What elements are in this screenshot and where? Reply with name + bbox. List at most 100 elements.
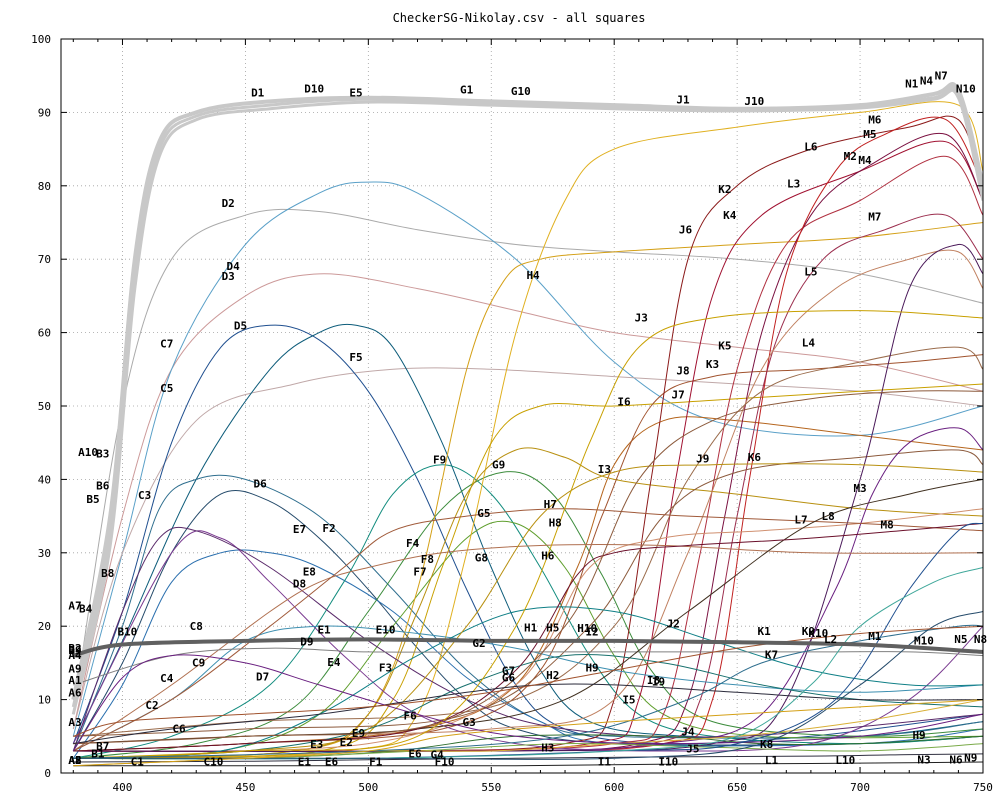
patch-label: N8 bbox=[974, 633, 987, 646]
patch-label: M2 bbox=[844, 150, 857, 163]
patch-label: B6 bbox=[96, 480, 110, 493]
patch-label: M1 bbox=[868, 630, 882, 643]
series-line-a3 bbox=[73, 625, 983, 737]
patch-label: H9 bbox=[585, 662, 598, 675]
patch-label: H6 bbox=[541, 549, 555, 562]
patch-label: J5 bbox=[686, 742, 699, 755]
y-tick-label: 80 bbox=[38, 180, 51, 193]
patch-label: M4 bbox=[858, 154, 872, 167]
patch-label: E9 bbox=[352, 727, 365, 740]
patch-label: K1 bbox=[758, 625, 772, 638]
series-line-b8 bbox=[72, 549, 983, 759]
patch-label: A7 bbox=[68, 599, 81, 612]
series-line-h8 bbox=[73, 508, 983, 752]
patch-label: E6 bbox=[408, 748, 422, 761]
patch-label: M8 bbox=[880, 519, 893, 532]
y-tick-label: 20 bbox=[38, 620, 51, 633]
patch-label: E1 bbox=[298, 756, 312, 769]
patch-label: K6 bbox=[748, 451, 762, 464]
series-line-k2 bbox=[73, 140, 983, 753]
patch-label: K8 bbox=[760, 738, 773, 751]
patch-label: C8 bbox=[190, 620, 203, 633]
patch-label: D2 bbox=[222, 197, 235, 210]
patch-label: A5 bbox=[68, 754, 81, 767]
patch-label: N6 bbox=[949, 753, 963, 766]
label-layer: D1 D10 E5 G1 G10 J1 J10 N1 N4 N7 N10 M6 M5 L6 M2 M4 L3 K2… bbox=[68, 69, 987, 768]
patch-label: M7 bbox=[868, 210, 881, 223]
patch-label: B7 bbox=[96, 740, 109, 753]
patch-label: C10 bbox=[203, 756, 223, 769]
patch-label: G6 bbox=[502, 671, 516, 684]
patch-label: L5 bbox=[804, 265, 817, 278]
x-tick-label: 550 bbox=[481, 781, 501, 794]
series-layer bbox=[71, 82, 983, 767]
patch-label: I3 bbox=[598, 463, 611, 476]
patch-label: M10 bbox=[914, 635, 934, 648]
series-line-b10 bbox=[72, 654, 983, 752]
patch-label: K9 bbox=[802, 625, 815, 638]
patch-label: J8 bbox=[676, 364, 689, 377]
patch-label: C7 bbox=[160, 337, 173, 350]
patch-label: M6 bbox=[868, 113, 882, 126]
series-line-j1-yellow bbox=[73, 101, 983, 759]
patch-label: E8 bbox=[303, 566, 316, 579]
patch-label: J7 bbox=[672, 389, 685, 402]
series-line-f9 bbox=[73, 464, 983, 759]
patch-label: N4 bbox=[920, 75, 934, 88]
patch-label: D10 bbox=[304, 83, 324, 96]
patch-label: B9 bbox=[68, 644, 81, 657]
patch-label: C2 bbox=[145, 699, 158, 712]
patch-label: G9 bbox=[492, 458, 505, 471]
patch-label: H9 bbox=[912, 729, 925, 742]
patch-label: J2 bbox=[667, 618, 680, 631]
patch-label: C5 bbox=[160, 382, 173, 395]
series-line-m2 bbox=[73, 132, 983, 753]
patch-label: E2 bbox=[340, 736, 353, 749]
series-line-b6 bbox=[72, 474, 983, 752]
patch-label: F7 bbox=[413, 566, 426, 579]
patch-label: A4 bbox=[68, 649, 82, 662]
patch-label: G7 bbox=[502, 665, 515, 678]
patch-label: H5 bbox=[546, 621, 559, 634]
patch-label: F5 bbox=[349, 351, 362, 364]
patch-label: G10 bbox=[511, 85, 531, 98]
series-line-c3 bbox=[72, 490, 983, 752]
x-tick-label: 450 bbox=[235, 781, 255, 794]
patch-label: G3 bbox=[463, 716, 476, 729]
patch-label: H3 bbox=[541, 742, 554, 755]
patch-label: A10 bbox=[78, 446, 98, 459]
patch-label: J9 bbox=[696, 453, 709, 466]
patch-label: L1 bbox=[765, 754, 779, 767]
patch-label: B10 bbox=[117, 626, 137, 639]
patch-label: D5 bbox=[234, 320, 247, 333]
patch-label: I8 bbox=[647, 674, 660, 687]
patch-label: D3 bbox=[222, 270, 235, 283]
patch-label: G5 bbox=[477, 507, 490, 520]
patch-label: I9 bbox=[652, 676, 665, 689]
y-tick-label: 100 bbox=[31, 33, 51, 46]
patch-label: L2 bbox=[824, 633, 837, 646]
patch-label: J3 bbox=[635, 312, 648, 325]
series-line-e7 bbox=[73, 508, 983, 752]
axis-layer: 400 450 500 550 600 650 700 750 0 10 20 30 40 50 60 70 8… bbox=[31, 33, 993, 794]
series-line-j9 bbox=[73, 463, 983, 759]
x-tick-label: 400 bbox=[113, 781, 133, 794]
series-line-j3 bbox=[73, 310, 983, 759]
series-line-m7 bbox=[73, 243, 983, 753]
patch-label: A1 bbox=[68, 674, 82, 687]
patch-label: J6 bbox=[679, 224, 693, 237]
series-line-h6 bbox=[73, 522, 983, 752]
series-line-l1 bbox=[73, 761, 983, 767]
series-line-l4 bbox=[73, 346, 983, 737]
patch-label: L7 bbox=[794, 513, 807, 526]
patch-label: A9 bbox=[68, 662, 81, 675]
patch-label: D1 bbox=[251, 86, 265, 99]
x-tick-label: 650 bbox=[727, 781, 747, 794]
series-line-d4 bbox=[72, 273, 983, 730]
patch-label: E6 bbox=[325, 756, 339, 769]
series-line-g5 bbox=[73, 520, 983, 759]
patch-label: L3 bbox=[787, 177, 800, 190]
patch-label: B8 bbox=[101, 567, 114, 580]
x-tick-label: 700 bbox=[850, 781, 870, 794]
series-line-d8 bbox=[73, 544, 983, 752]
